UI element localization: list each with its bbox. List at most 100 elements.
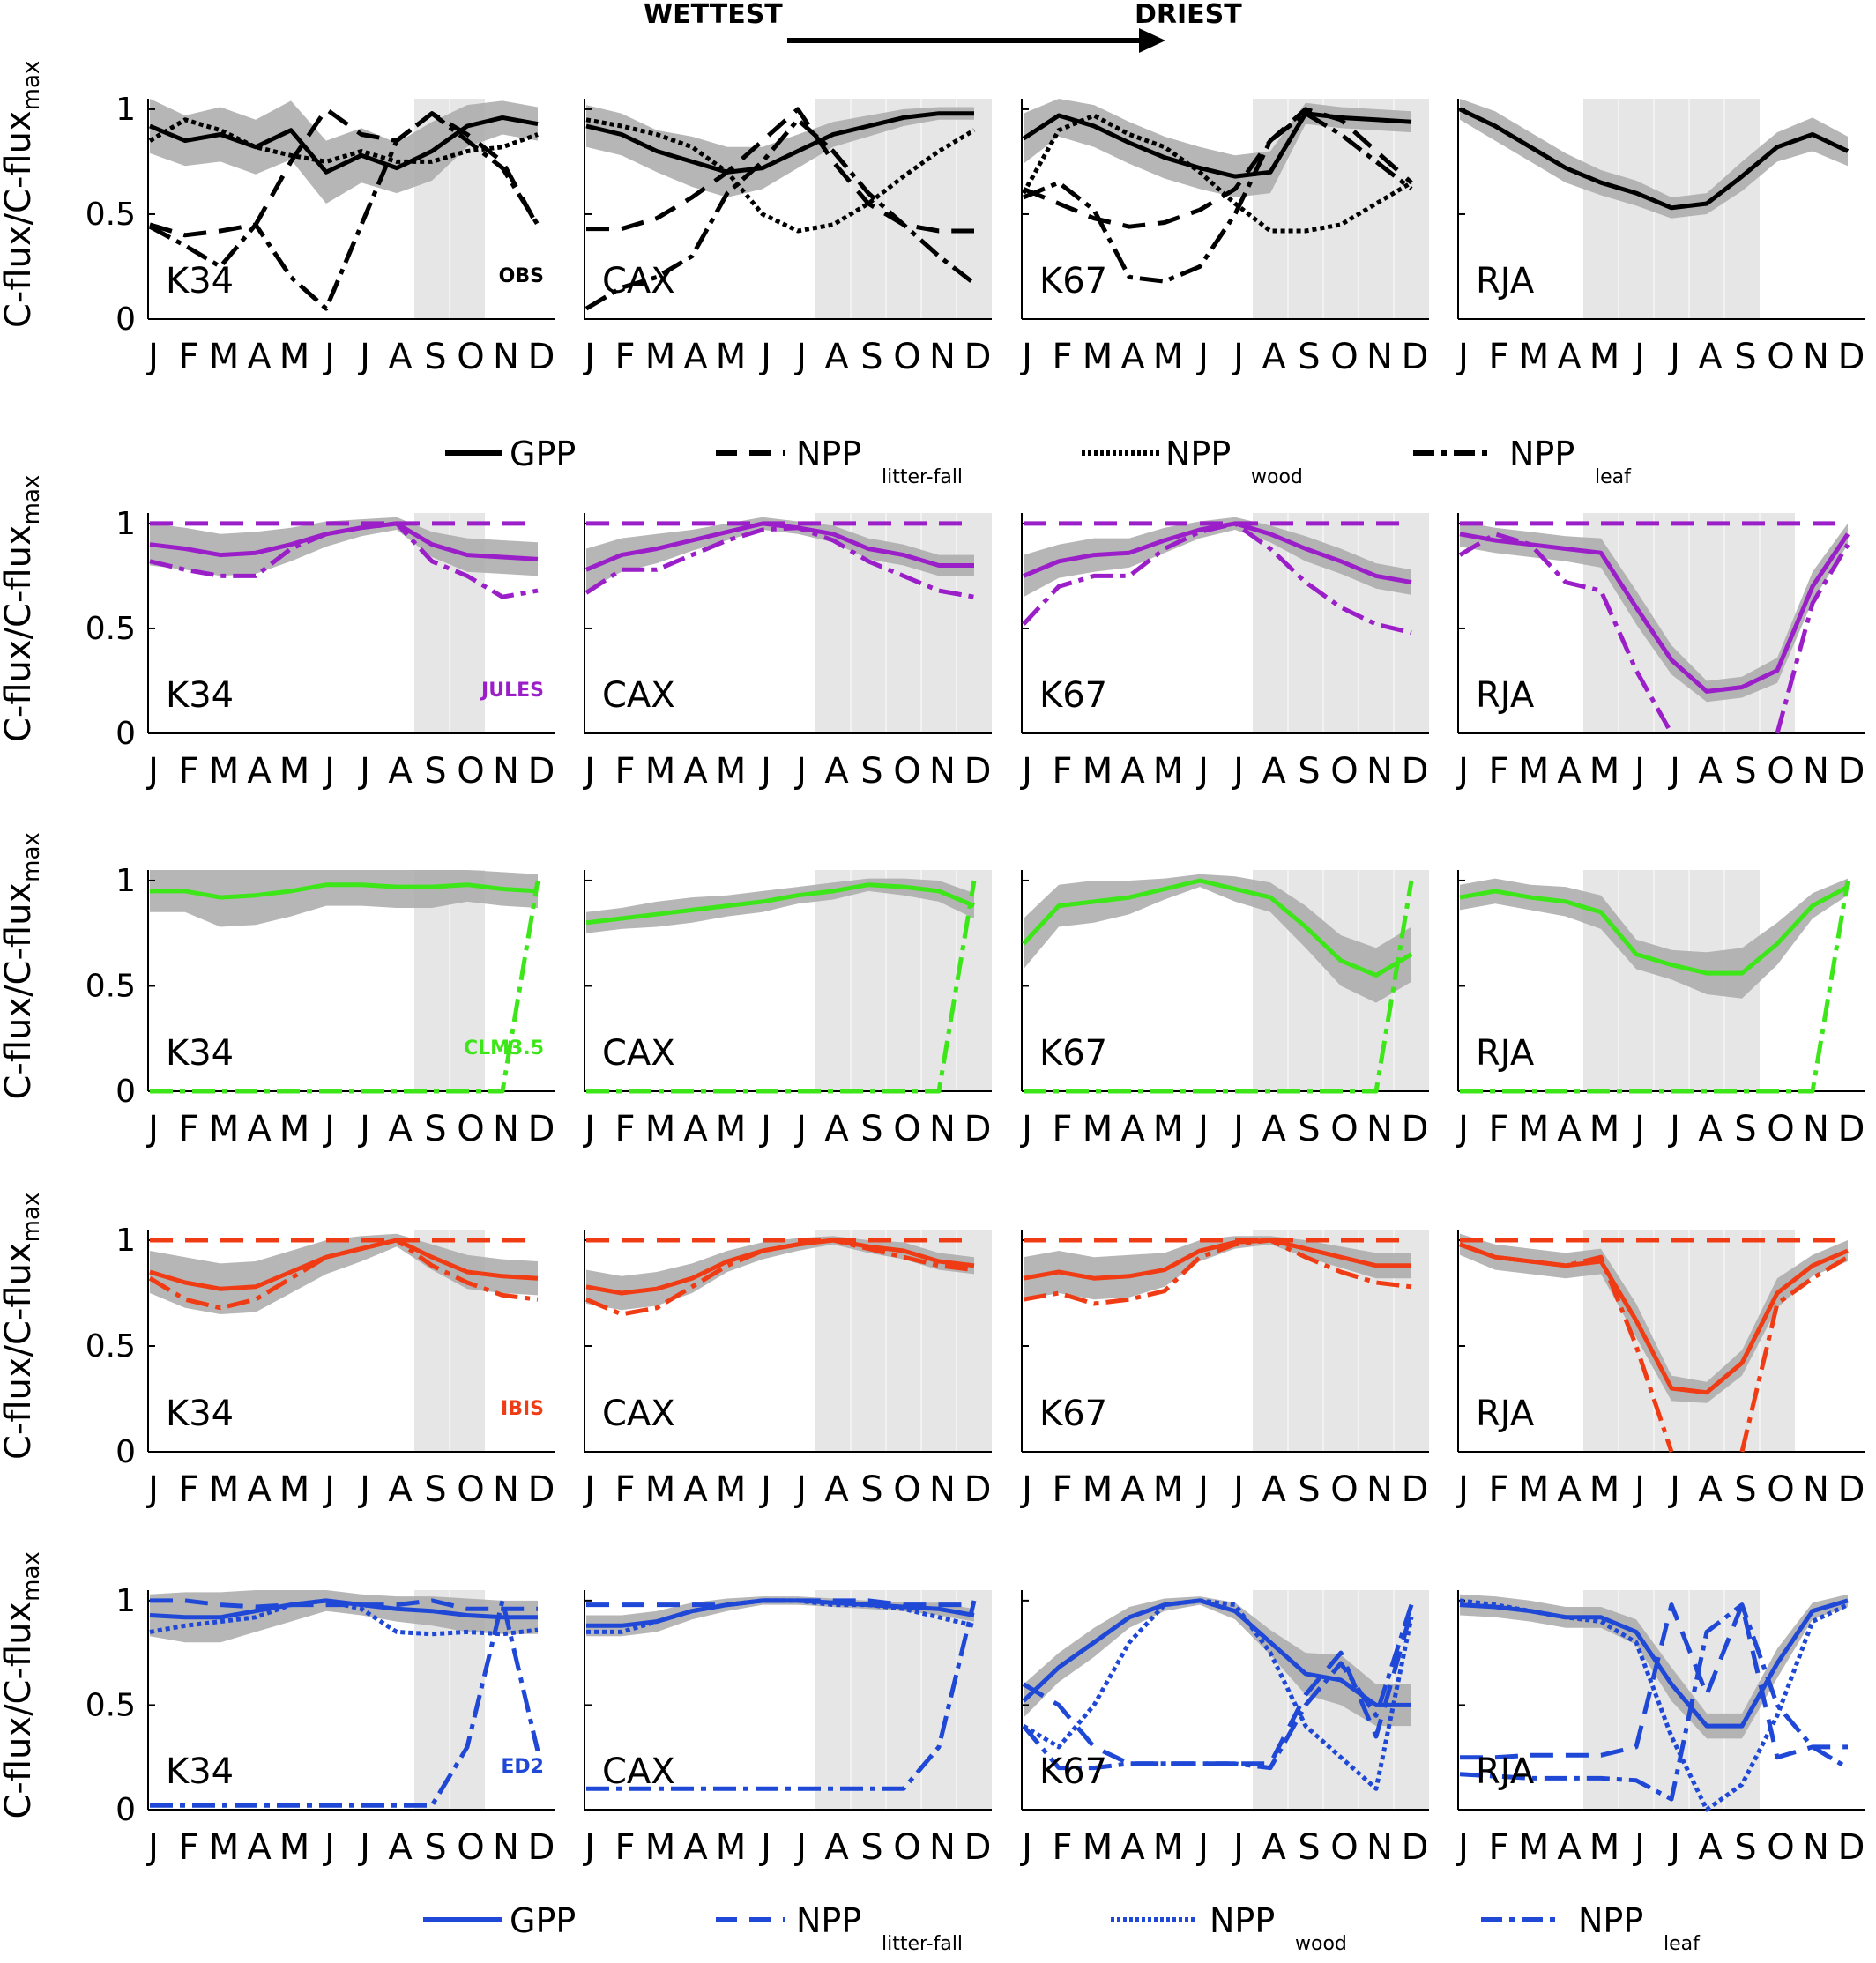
series-leaf-line [584, 117, 976, 311]
y-axis-label: C-flux/C-fluxmax [0, 475, 45, 742]
x-tick-label: M [1153, 1827, 1184, 1868]
x-tick-label: M [645, 1827, 676, 1868]
x-tick-label: M [209, 1109, 240, 1149]
y-tick-label: 0.5 [86, 968, 136, 1004]
series-gpp-line [1022, 1598, 1411, 1707]
legend-wood-label: NPP [1210, 1901, 1275, 1940]
series-leaf-line [1459, 1242, 1850, 1453]
x-tick-label: D [528, 1109, 555, 1149]
x-tick-label: F [1052, 1109, 1072, 1149]
x-tick-label: J [1667, 1109, 1680, 1149]
gpp-uncertainty-band [586, 517, 974, 591]
x-tick-label: O [1767, 1827, 1794, 1868]
x-tick-label: J [1019, 751, 1032, 792]
site-label: K34 [166, 1394, 234, 1434]
x-tick-label: F [178, 1827, 198, 1868]
y-tick-label: 1 [115, 1583, 136, 1619]
x-tick-label: F [614, 1469, 635, 1510]
x-tick-label: O [893, 1469, 920, 1510]
model-tag: ED2 [501, 1756, 544, 1778]
series-gpp-line [585, 1238, 975, 1296]
legend-gpp-label: GPP [510, 1901, 576, 1940]
series-leaf-line [584, 525, 975, 599]
x-tick-label: J [1632, 1827, 1645, 1868]
x-tick-label: S [424, 1827, 446, 1868]
legend-litter-sub: litter-fall [882, 1933, 963, 1955]
x-tick-label: M [1519, 1469, 1550, 1510]
x-tick-label: O [1330, 1469, 1358, 1510]
y-tick-label: 1 [115, 1223, 136, 1259]
x-tick-label: N [1366, 1469, 1393, 1510]
x-tick-label: A [247, 1109, 272, 1149]
x-tick-label: A [1557, 1827, 1582, 1868]
legend-litter-label: NPP [796, 1901, 861, 1940]
x-tick-label: M [1153, 751, 1184, 792]
x-tick-label: O [893, 751, 920, 792]
x-tick-label: M [209, 1827, 240, 1868]
x-tick-label: J [357, 751, 370, 792]
x-tick-label: J [1231, 337, 1244, 377]
x-tick-label: O [457, 337, 484, 377]
x-tick-label: S [1298, 1469, 1320, 1510]
x-tick-label: S [1734, 751, 1756, 792]
x-tick-label: D [528, 1469, 555, 1510]
series-leaf-line [1023, 111, 1413, 284]
x-tick-label: O [1330, 337, 1358, 377]
site-label: K67 [1039, 1033, 1107, 1074]
x-tick-label: J [322, 337, 335, 377]
series-gpp-line [150, 882, 539, 900]
site-label: K34 [166, 675, 234, 716]
x-tick-label: A [1557, 337, 1582, 377]
y-tick-label: 0 [115, 1074, 136, 1110]
x-tick-label: S [860, 1827, 882, 1868]
x-tick-label: A [1698, 751, 1723, 792]
x-tick-label: J [1455, 1469, 1469, 1510]
x-tick-label: J [1667, 1827, 1680, 1868]
x-tick-label: N [493, 1109, 519, 1149]
x-tick-label: M [209, 751, 240, 792]
x-tick-label: J [357, 1469, 370, 1510]
x-tick-label: O [1767, 751, 1794, 792]
x-tick-label: J [1195, 337, 1209, 377]
x-tick-label: A [388, 1469, 413, 1510]
gpp-uncertainty-band [1460, 1233, 1848, 1403]
x-tick-label: J [793, 337, 807, 377]
x-tick-label: A [247, 1827, 272, 1868]
x-tick-label: M [1519, 751, 1550, 792]
x-tick-label: S [1734, 337, 1756, 377]
legend-leaf-label: NPP [1509, 435, 1574, 473]
series-gpp-line [1459, 884, 1850, 976]
x-tick-label: J [357, 1109, 370, 1149]
y-axis-label-sub: max [19, 832, 45, 882]
legend-wood-sub: wood [1295, 1933, 1347, 1955]
x-tick-label: F [1488, 1109, 1508, 1149]
x-tick-label: N [1803, 1827, 1829, 1868]
site-label: RJA [1476, 675, 1535, 716]
legend-leaf-label: NPP [1578, 1901, 1643, 1940]
x-tick-label: M [279, 751, 310, 792]
x-tick-label: J [1195, 1827, 1209, 1868]
series-wood-line [148, 117, 539, 164]
x-tick-label: O [1767, 1469, 1794, 1510]
gpp-uncertainty-band [150, 99, 538, 204]
series-gpp-line [149, 1238, 539, 1291]
x-tick-label: M [279, 337, 310, 377]
x-tick-label: A [824, 1827, 849, 1868]
x-tick-label: M [716, 1109, 747, 1149]
x-tick-label: D [1838, 1109, 1865, 1149]
x-tick-label: J [145, 337, 159, 377]
legend-obs: GPP NPP litter-fall NPP wood NPP leaf [445, 435, 1632, 488]
x-tick-label: M [1589, 1827, 1620, 1868]
x-tick-label: A [824, 337, 849, 377]
y-tick-label: 0.5 [86, 611, 136, 647]
legend-litter-sub: litter-fall [882, 466, 963, 488]
x-tick-label: J [145, 1469, 159, 1510]
x-tick-label: A [1557, 1109, 1582, 1149]
series-leaf-line [148, 111, 540, 311]
site-label: RJA [1476, 261, 1535, 301]
x-tick-label: M [1083, 1469, 1113, 1510]
x-tick-label: A [1557, 751, 1582, 792]
